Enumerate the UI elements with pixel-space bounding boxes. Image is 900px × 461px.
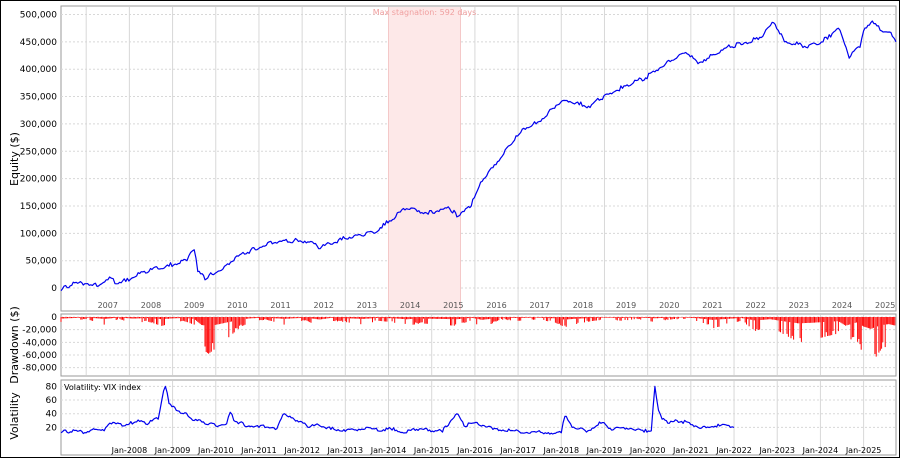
equity-ytick-label: 500,000: [20, 10, 57, 20]
date-label: Jan-2020: [629, 446, 666, 455]
date-label: Jan-2016: [456, 446, 493, 455]
year-label: 2016: [486, 301, 506, 310]
year-label: 2007: [98, 301, 118, 310]
year-label: 2017: [530, 301, 550, 310]
equity-ytick-label: 200,000: [20, 175, 57, 185]
volatility-series-line: [60, 385, 735, 435]
tick-labels: 0 50,000 100,000 150,000 200,000 250,000 300,0…: [20, 10, 896, 455]
drawdown-ytick-label: -20,000: [22, 326, 57, 336]
year-label: 2023: [789, 301, 809, 310]
year-label: 2010: [227, 301, 247, 310]
equity-ytick-label: 300,000: [20, 120, 57, 130]
date-label: Jan-2011: [240, 446, 277, 455]
date-label: Jan-2009: [154, 446, 191, 455]
year-label: 2014: [400, 301, 420, 310]
volatility-ytick-label: 40: [46, 410, 58, 420]
volatility-ytick-label: 80: [46, 382, 58, 392]
volatility-legend: Volatility: VIX index: [64, 383, 141, 392]
series-layer: [60, 20, 897, 435]
equity-ytick-label: 350,000: [20, 93, 57, 103]
equity-ytick-label: 450,000: [20, 38, 57, 48]
volatility-ytick-label: 20: [46, 423, 58, 433]
stagnation-band: [388, 7, 461, 310]
year-label: 2021: [702, 301, 722, 310]
stagnation-annotation: Max stagnation: 592 days: [373, 7, 477, 310]
date-label: Jan-2025: [845, 446, 882, 455]
equity-ytick-label: 150,000: [20, 202, 57, 212]
equity-series-line: [60, 20, 897, 292]
stagnation-label: Max stagnation: 592 days: [373, 8, 477, 17]
drawdown-ytick-label: -80,000: [22, 364, 57, 374]
equity-ytick-label: 50,000: [26, 257, 58, 267]
date-label: Jan-2013: [327, 446, 364, 455]
equity-ytick-label: 400,000: [20, 65, 57, 75]
year-label: 2011: [270, 301, 290, 310]
equity-ylabel: Equity ($): [8, 132, 21, 186]
year-label: 2009: [184, 301, 204, 310]
volatility-ylabel: Volatility: [8, 392, 21, 440]
date-label: Jan-2021: [672, 446, 709, 455]
date-label: Jan-2014: [370, 446, 407, 455]
year-label: 2025: [875, 301, 895, 310]
equity-ytick-label: 250,000: [20, 147, 57, 157]
year-label: 2020: [659, 301, 679, 310]
drawdown-ytick-label: -40,000: [22, 338, 57, 348]
equity-ytick-label: 0: [51, 284, 57, 294]
volatility-ytick-label: 60: [46, 396, 58, 406]
date-label: Jan-2010: [197, 446, 234, 455]
equity-panel: [60, 5, 897, 312]
drawdown-panel: [60, 313, 897, 377]
year-label: 2022: [745, 301, 765, 310]
date-label: Jan-2024: [802, 446, 839, 455]
volatility-panel: [60, 379, 897, 456]
date-label: Jan-2017: [499, 446, 536, 455]
equity-ytick-label: 100,000: [20, 229, 57, 239]
year-label: 2013: [357, 301, 377, 310]
date-label: Jan-2015: [413, 446, 450, 455]
date-label: Jan-2008: [111, 446, 148, 455]
date-label: Jan-2018: [542, 446, 579, 455]
drawdown-ytick-label: -60,000: [22, 351, 57, 361]
date-label: Jan-2019: [586, 446, 623, 455]
date-label: Jan-2022: [715, 446, 752, 455]
drawdown-ytick-label: 0: [51, 313, 57, 323]
drawdown-ylabel: Drawdown ($): [8, 306, 21, 384]
year-label: 2015: [443, 301, 463, 310]
year-label: 2019: [616, 301, 636, 310]
date-label: Jan-2023: [758, 446, 795, 455]
year-label: 2012: [314, 301, 334, 310]
year-label: 2018: [573, 301, 593, 310]
year-label: 2024: [832, 301, 852, 310]
date-label: Jan-2012: [283, 446, 320, 455]
year-label: 2008: [141, 301, 161, 310]
